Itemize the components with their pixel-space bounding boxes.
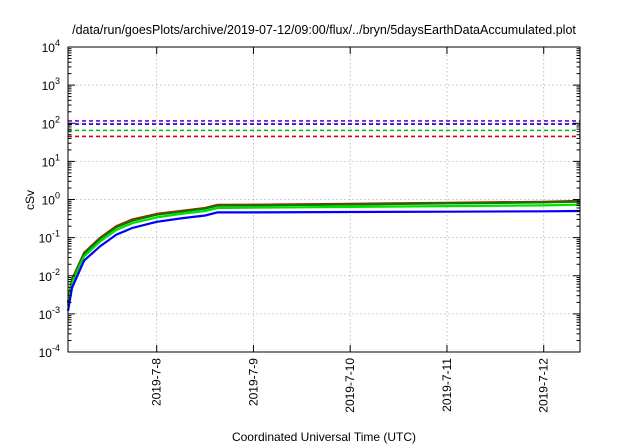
chart-title: /data/run/goesPlots/archive/2019-07-12/0…	[72, 23, 576, 37]
series-line	[66, 209, 581, 312]
y-tick-label: 10-3	[39, 305, 60, 322]
y-axis-ticks: 10-4 10-3 10-2 10-1 100 101 102 103 104	[39, 38, 580, 360]
series-line	[66, 203, 581, 307]
y-tick-label: 102	[42, 114, 60, 131]
data-series	[66, 199, 581, 312]
threshold-lines	[68, 120, 580, 138]
x-tick-label: 2019-7-11	[440, 358, 454, 412]
series-line	[66, 200, 581, 304]
x-tick-label: 2019-7-10	[343, 358, 357, 413]
y-tick-label: 10-1	[39, 229, 60, 246]
y-tick-label: 101	[42, 152, 60, 169]
x-tick-label: 2019-7-9	[246, 358, 260, 406]
x-axis-ticks: 2019-7-8 2019-7-9 2019-7-10 2019-7-11 2019-7…	[150, 47, 551, 413]
x-axis-label: Coordinated Universal Time (UTC)	[232, 430, 416, 444]
x-tick-label: 2019-7-12	[537, 358, 551, 413]
grid	[68, 47, 580, 352]
y-tick-label: 100	[42, 191, 60, 208]
series-line	[66, 199, 581, 303]
x-tick-label: 2019-7-8	[150, 358, 164, 406]
y-tick-label: 104	[42, 38, 60, 55]
y-tick-label: 103	[42, 76, 60, 93]
y-axis-label: cSv	[23, 190, 37, 210]
y-tick-label: 10-2	[39, 267, 60, 284]
y-tick-label: 10-4	[39, 343, 60, 360]
